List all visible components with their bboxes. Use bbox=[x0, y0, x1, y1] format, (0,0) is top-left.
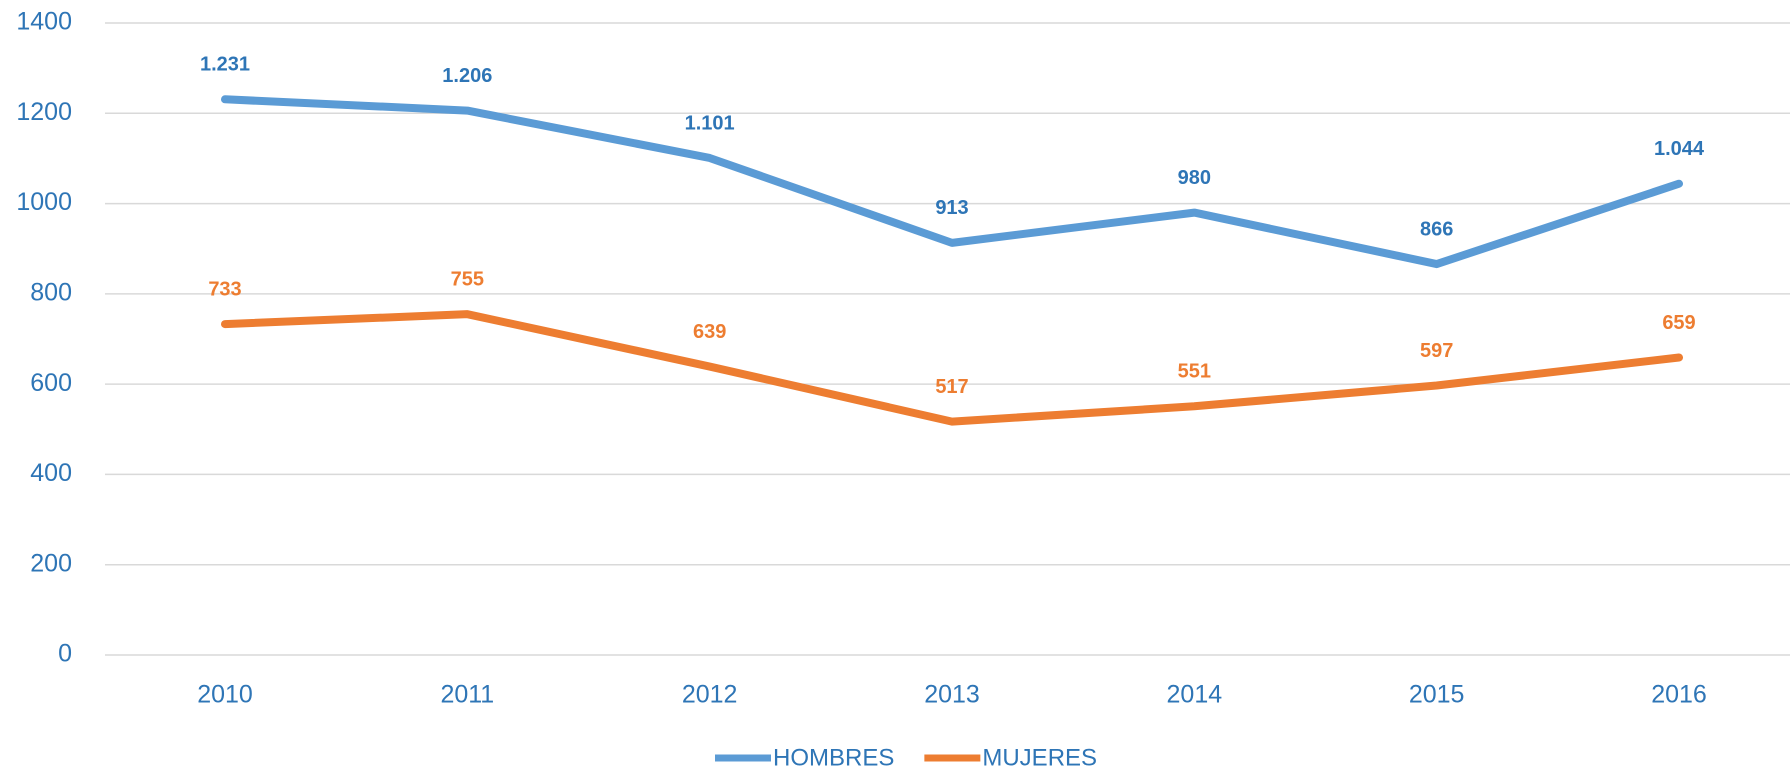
data-label: 1.101 bbox=[685, 112, 735, 134]
legend-label: HOMBRES bbox=[773, 744, 894, 771]
data-label: 597 bbox=[1420, 340, 1453, 362]
data-label: 551 bbox=[1178, 361, 1211, 383]
data-label: 1.206 bbox=[442, 65, 492, 87]
data-label: 639 bbox=[693, 321, 726, 343]
x-tick-label: 2015 bbox=[1409, 681, 1465, 709]
x-tick-label: 2012 bbox=[682, 681, 738, 709]
y-tick-label: 800 bbox=[30, 278, 72, 306]
y-tick-label: 400 bbox=[30, 459, 72, 487]
data-label: 913 bbox=[935, 197, 968, 219]
y-tick-label: 0 bbox=[58, 640, 72, 668]
y-tick-label: 1000 bbox=[16, 188, 72, 216]
x-tick-label: 2011 bbox=[440, 681, 494, 709]
data-label: 755 bbox=[451, 268, 484, 290]
x-tick-label: 2016 bbox=[1651, 681, 1707, 709]
data-label: 517 bbox=[935, 376, 968, 398]
x-tick-label: 2013 bbox=[924, 681, 980, 709]
data-label: 659 bbox=[1662, 312, 1695, 334]
series-line bbox=[221, 95, 1683, 269]
data-label: 1.044 bbox=[1654, 138, 1705, 160]
legend-label: MUJERES bbox=[982, 744, 1097, 771]
data-label: 1.231 bbox=[200, 54, 250, 76]
x-tick-label: 2010 bbox=[197, 681, 253, 709]
data-label: 866 bbox=[1420, 218, 1453, 240]
y-tick-label: 600 bbox=[30, 369, 72, 397]
data-label: 980 bbox=[1178, 167, 1211, 189]
series-line bbox=[221, 310, 1683, 426]
x-tick-label: 2014 bbox=[1167, 681, 1223, 709]
y-tick-label: 200 bbox=[30, 549, 72, 577]
y-tick-label: 1200 bbox=[16, 98, 72, 126]
data-label: 733 bbox=[208, 278, 241, 300]
y-tick-label: 1400 bbox=[16, 8, 72, 36]
